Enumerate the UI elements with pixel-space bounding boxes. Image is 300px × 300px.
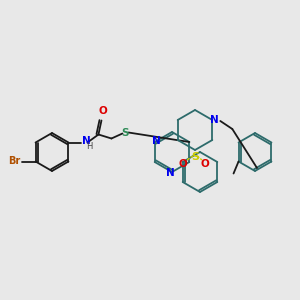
Text: N: N bbox=[210, 115, 219, 125]
Text: N: N bbox=[152, 136, 161, 146]
Text: N: N bbox=[166, 168, 174, 178]
Text: O: O bbox=[98, 106, 107, 116]
Text: O: O bbox=[201, 159, 209, 169]
Text: H: H bbox=[86, 142, 93, 151]
Text: S: S bbox=[122, 128, 129, 137]
Text: O: O bbox=[178, 159, 188, 169]
Text: Br: Br bbox=[8, 157, 20, 166]
Text: N: N bbox=[82, 136, 91, 146]
Text: S: S bbox=[191, 152, 199, 162]
